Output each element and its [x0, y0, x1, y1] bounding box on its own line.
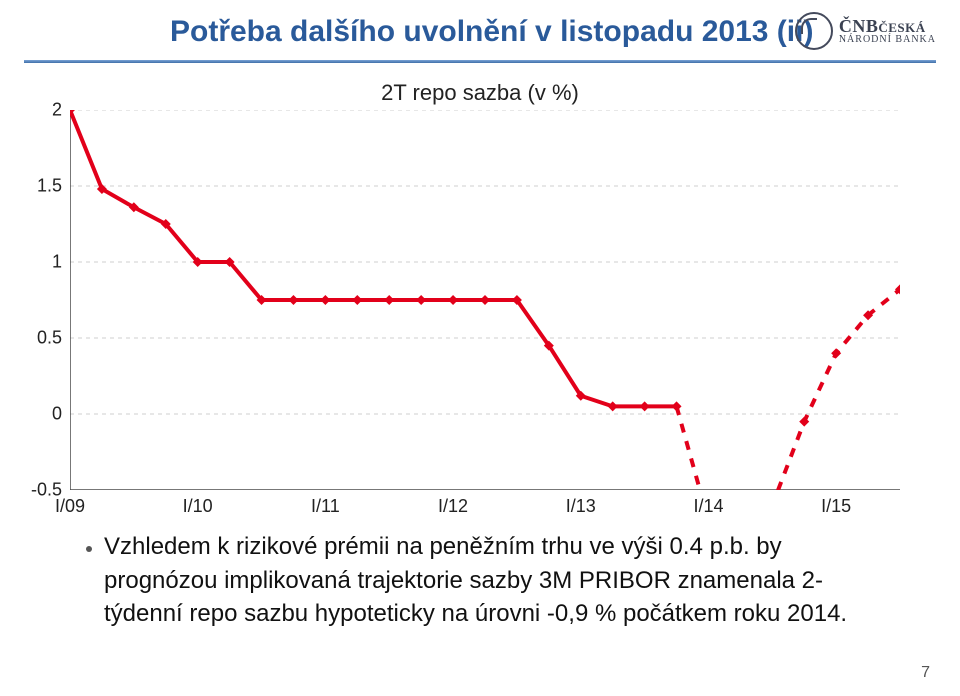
cnb-logo-icon [795, 12, 833, 50]
page-title: Potřeba dalšího uvolnění v listopadu 201… [170, 15, 813, 49]
y-tick-label: 0 [52, 404, 62, 425]
x-tick-label: I/15 [821, 496, 851, 517]
header-rule [24, 60, 936, 63]
repo-rate-chart: -0.500.511.52I/09I/10I/11I/12I/13I/14I/1… [70, 110, 900, 490]
y-tick-label: 1.5 [37, 176, 62, 197]
y-tick-label: 2 [52, 100, 62, 121]
x-tick-label: I/13 [566, 496, 596, 517]
page-number: 7 [921, 664, 930, 682]
x-tick-label: I/09 [55, 496, 85, 517]
cnb-logo: ČNBČESKÁ NÁRODNÍ BANKA [795, 12, 936, 50]
y-tick-label: 0.5 [37, 328, 62, 349]
x-tick-label: I/14 [693, 496, 723, 517]
bullet-list: Vzhledem k rizikové prémii na peněžním t… [80, 530, 900, 631]
cnb-logo-text: ČNBČESKÁ NÁRODNÍ BANKA [839, 17, 936, 45]
chart-subtitle: 2T repo sazba (v %) [0, 80, 960, 106]
x-tick-label: I/12 [438, 496, 468, 517]
y-tick-label: 1 [52, 252, 62, 273]
bullet-item: Vzhledem k rizikové prémii na peněžním t… [104, 530, 900, 631]
x-tick-label: I/11 [311, 496, 340, 517]
x-tick-label: I/10 [183, 496, 213, 517]
